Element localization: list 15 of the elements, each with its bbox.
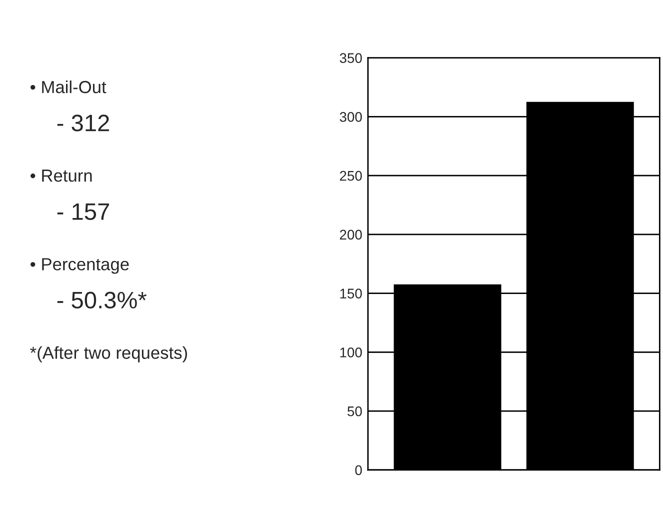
text: - 157 xyxy=(57,203,109,220)
y-tick-label: 100 xyxy=(340,348,362,358)
y-tick-label: 300 xyxy=(340,112,362,122)
y-tick-label: 50 xyxy=(348,406,362,416)
y-tick-label: 200 xyxy=(340,230,362,240)
y-tick-label: 0 xyxy=(355,465,362,476)
y-tick-label: 250 xyxy=(340,170,362,181)
y-tick-label: 350 xyxy=(340,53,362,63)
text: • Percentage xyxy=(30,258,129,274)
y-tick-label: 150 xyxy=(340,288,362,298)
text: - 50.3%* xyxy=(57,292,147,309)
text: - 312 xyxy=(57,114,109,132)
text: • Return xyxy=(30,170,92,182)
text: • Mail-Out xyxy=(30,80,106,94)
text: *(After two requests) xyxy=(30,346,187,362)
